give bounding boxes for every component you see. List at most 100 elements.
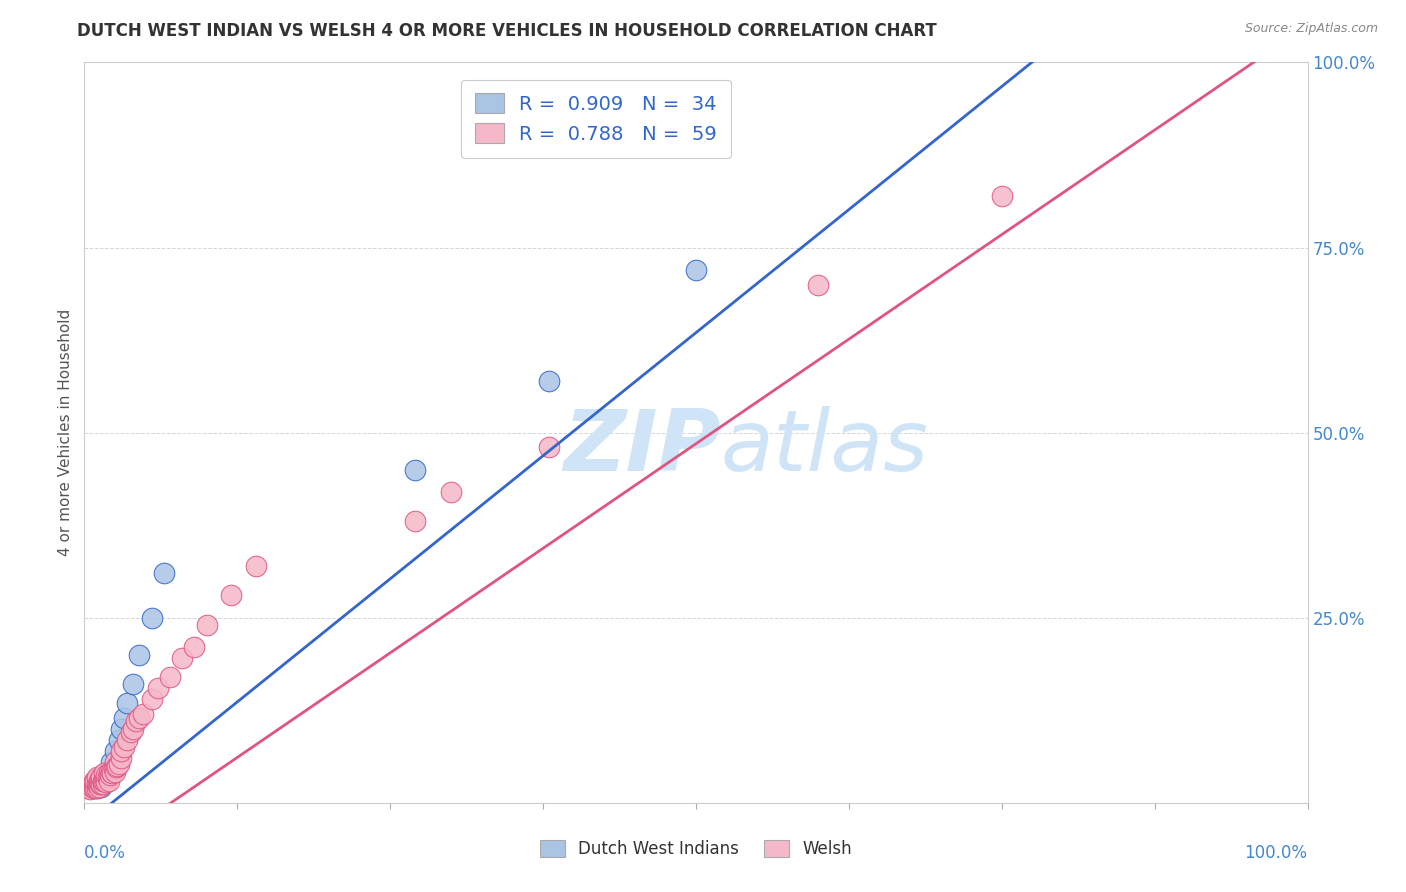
Point bbox=[100, 764, 122, 779]
Point bbox=[110, 722, 132, 736]
Point bbox=[90, 777, 112, 791]
Point bbox=[146, 681, 169, 695]
Point bbox=[87, 777, 110, 791]
Point bbox=[86, 777, 108, 791]
Legend: Dutch West Indians, Welsh: Dutch West Indians, Welsh bbox=[533, 833, 859, 865]
Point bbox=[172, 651, 194, 665]
Point bbox=[77, 780, 100, 795]
Point bbox=[159, 670, 181, 684]
Point bbox=[122, 722, 145, 736]
Point bbox=[104, 755, 127, 769]
Point bbox=[93, 773, 115, 788]
Point bbox=[183, 640, 205, 655]
Point bbox=[103, 763, 125, 777]
Point bbox=[104, 744, 127, 758]
Point bbox=[80, 780, 103, 794]
Point bbox=[195, 618, 218, 632]
Point bbox=[105, 760, 128, 774]
Point bbox=[96, 775, 118, 789]
Point bbox=[91, 773, 114, 788]
Point bbox=[115, 696, 138, 710]
Point bbox=[86, 780, 108, 795]
Point bbox=[141, 610, 163, 624]
Point bbox=[110, 744, 132, 758]
Point bbox=[90, 780, 112, 794]
Point bbox=[79, 780, 101, 795]
Point bbox=[98, 767, 121, 781]
Text: ZIP: ZIP bbox=[562, 406, 720, 489]
Point bbox=[404, 462, 426, 476]
Point bbox=[91, 777, 114, 791]
Point bbox=[101, 766, 124, 780]
Point bbox=[107, 757, 129, 772]
Point bbox=[87, 780, 110, 794]
Point bbox=[97, 773, 120, 788]
Point bbox=[84, 775, 107, 789]
Point bbox=[122, 677, 145, 691]
Y-axis label: 4 or more Vehicles in Household: 4 or more Vehicles in Household bbox=[58, 309, 73, 557]
Point bbox=[82, 780, 104, 795]
Point bbox=[84, 780, 107, 794]
Point bbox=[538, 441, 561, 455]
Point bbox=[87, 773, 110, 788]
Point bbox=[141, 692, 163, 706]
Point bbox=[86, 772, 108, 786]
Point bbox=[97, 766, 120, 780]
Point bbox=[84, 780, 107, 794]
Point bbox=[89, 777, 111, 791]
Point bbox=[132, 706, 155, 721]
Point bbox=[104, 764, 127, 779]
Point bbox=[83, 780, 105, 795]
Point bbox=[83, 777, 105, 791]
Point bbox=[685, 262, 707, 277]
Point bbox=[82, 777, 104, 791]
Point bbox=[93, 773, 115, 788]
Point bbox=[84, 775, 107, 789]
Point bbox=[440, 484, 463, 499]
Point bbox=[100, 755, 122, 769]
Point bbox=[107, 732, 129, 747]
Point bbox=[90, 770, 112, 784]
Point bbox=[807, 277, 830, 292]
Point bbox=[86, 780, 108, 795]
Point bbox=[86, 770, 108, 784]
Point bbox=[96, 770, 118, 784]
Point bbox=[79, 782, 101, 797]
Point bbox=[86, 777, 108, 791]
Point bbox=[87, 777, 110, 791]
Point bbox=[83, 773, 105, 788]
Point bbox=[245, 558, 267, 573]
Text: Source: ZipAtlas.com: Source: ZipAtlas.com bbox=[1244, 22, 1378, 36]
Point bbox=[128, 648, 150, 662]
Text: 100.0%: 100.0% bbox=[1244, 844, 1308, 862]
Point bbox=[91, 777, 114, 791]
Text: atlas: atlas bbox=[720, 406, 928, 489]
Point bbox=[991, 188, 1014, 202]
Point bbox=[404, 515, 426, 529]
Point bbox=[105, 758, 128, 772]
Point bbox=[538, 374, 561, 388]
Point bbox=[97, 764, 120, 779]
Point bbox=[110, 751, 132, 765]
Point bbox=[112, 740, 135, 755]
Point bbox=[120, 725, 142, 739]
Point bbox=[153, 566, 176, 581]
Point bbox=[89, 775, 111, 789]
Point bbox=[115, 732, 138, 747]
Point bbox=[96, 767, 118, 781]
Point bbox=[87, 773, 110, 788]
Text: DUTCH WEST INDIAN VS WELSH 4 OR MORE VEHICLES IN HOUSEHOLD CORRELATION CHART: DUTCH WEST INDIAN VS WELSH 4 OR MORE VEH… bbox=[77, 22, 936, 40]
Point bbox=[91, 770, 114, 784]
Point bbox=[83, 780, 105, 794]
Point bbox=[97, 770, 120, 784]
Point bbox=[97, 767, 120, 781]
Point bbox=[125, 714, 148, 729]
Text: 0.0%: 0.0% bbox=[84, 844, 127, 862]
Point bbox=[94, 766, 117, 780]
Point bbox=[94, 772, 117, 786]
Point bbox=[128, 711, 150, 725]
Point bbox=[89, 772, 111, 786]
Point bbox=[219, 589, 242, 603]
Point bbox=[112, 711, 135, 725]
Point bbox=[89, 770, 111, 784]
